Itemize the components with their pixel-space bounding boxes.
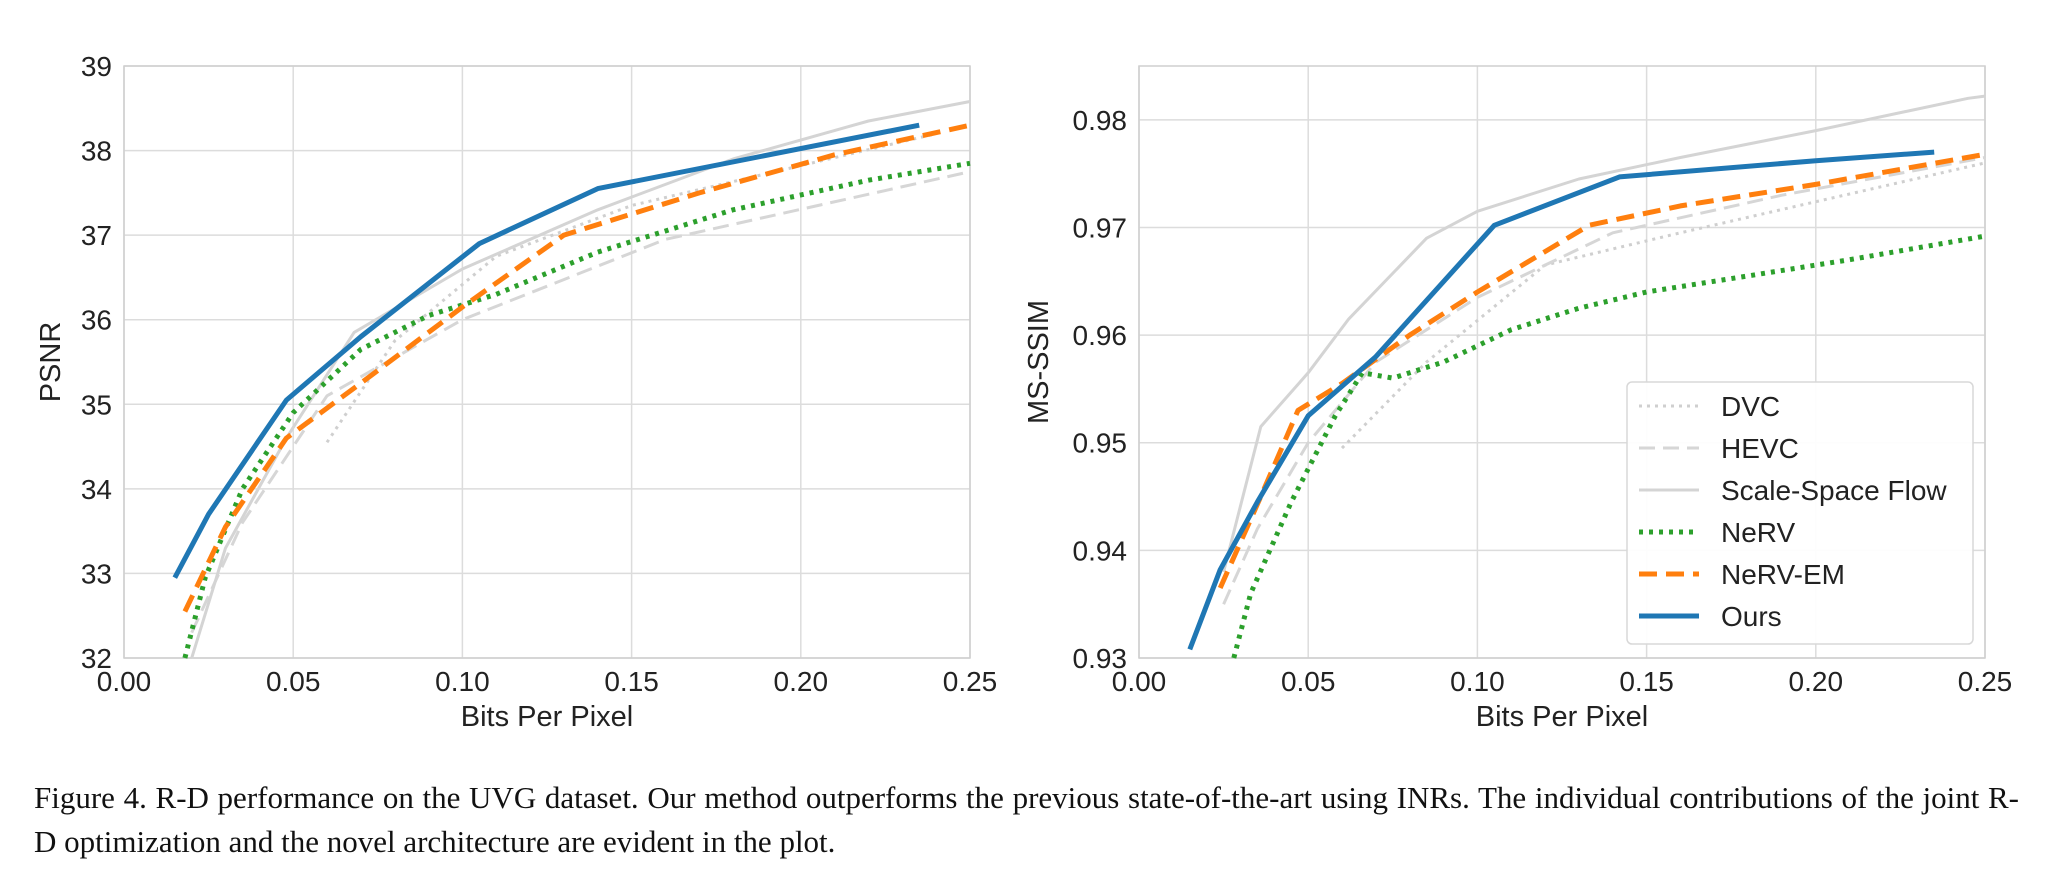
series-line-ours xyxy=(172,122,920,579)
y-tick-label: 0.95 xyxy=(1073,428,1128,459)
x-tick-label: 0.15 xyxy=(1619,666,1674,697)
plot-frame xyxy=(1138,65,1986,659)
legend-label: NeRV xyxy=(1721,517,1796,548)
series-line-ours xyxy=(1187,149,1935,651)
series-line-scale-space-flow xyxy=(1222,94,1986,573)
figure-caption: Figure 4. R-D performance on the UVG dat… xyxy=(34,780,2019,859)
y-tick-label: 32 xyxy=(81,643,112,674)
x-tick-label: 0.25 xyxy=(943,666,998,697)
x-tick-label: 0.10 xyxy=(1450,666,1505,697)
x-tick-label: 0.15 xyxy=(604,666,659,697)
x-tick-label: 0.00 xyxy=(97,666,152,697)
chart-panel-2: 0.00 0.05 0.10 0.15 0.20 0.25 0.93 0.94 0.95 0.96… xyxy=(1023,65,2013,733)
x-tick-label: 0.10 xyxy=(435,666,490,697)
y-tick-label: 0.94 xyxy=(1073,535,1128,566)
y-tick-label: 0.97 xyxy=(1073,212,1128,243)
y-tick-label: 38 xyxy=(81,136,112,167)
series-line-hevc xyxy=(1222,156,1986,605)
y-axis-label: PSNR xyxy=(35,322,67,403)
y-tick-label: 0.98 xyxy=(1073,105,1128,136)
series-line-scale-space-flow xyxy=(190,100,971,659)
chart-panel-1: 0.00 0.05 0.10 0.15 0.20 0.25 32 33 34 35 36 37 38 39… xyxy=(35,51,997,733)
legend-label: Ours xyxy=(1721,601,1782,632)
figure-charts: 0.00 0.05 0.10 0.15 0.20 0.25 32 33 34 35 36 37 38 39… xyxy=(35,51,2013,733)
x-tick-label: 0.20 xyxy=(1789,666,1844,697)
y-tick-label: 0.93 xyxy=(1073,643,1128,674)
legend-label: DVC xyxy=(1721,391,1780,422)
y-tick-label: 36 xyxy=(81,305,112,336)
x-tick-label: 0.05 xyxy=(1281,666,1336,697)
y-tick-label: 37 xyxy=(81,220,112,251)
y-axis-label: MS-SSIM xyxy=(1023,300,1055,424)
y-tick-label: 35 xyxy=(81,389,112,420)
y-tick-label: 33 xyxy=(81,558,112,589)
legend-label: NeRV-EM xyxy=(1721,559,1845,590)
x-axis-label: Bits Per Pixel xyxy=(1476,701,1648,733)
y-tick-label: 34 xyxy=(81,474,112,505)
series-line-nerv-em xyxy=(1217,151,1986,590)
legend: DVC HEVC Scale-Space Flow NeRV NeRV-EM Ours xyxy=(1626,381,1974,645)
x-tick-label: 0.05 xyxy=(266,666,321,697)
x-tick-label: 0.25 xyxy=(1958,666,2013,697)
x-tick-label: 0.00 xyxy=(1112,666,1167,697)
legend-label: HEVC xyxy=(1721,433,1799,464)
series-line-nerv-em xyxy=(182,122,971,613)
legend-label: Scale-Space Flow xyxy=(1721,475,1947,506)
x-axis-label: Bits Per Pixel xyxy=(461,701,633,733)
y-tick-label: 39 xyxy=(81,51,112,82)
legend-box xyxy=(1626,381,1974,645)
y-tick-label: 0.96 xyxy=(1073,320,1128,351)
x-tick-label: 0.20 xyxy=(774,666,829,697)
plot-frame xyxy=(123,65,971,659)
